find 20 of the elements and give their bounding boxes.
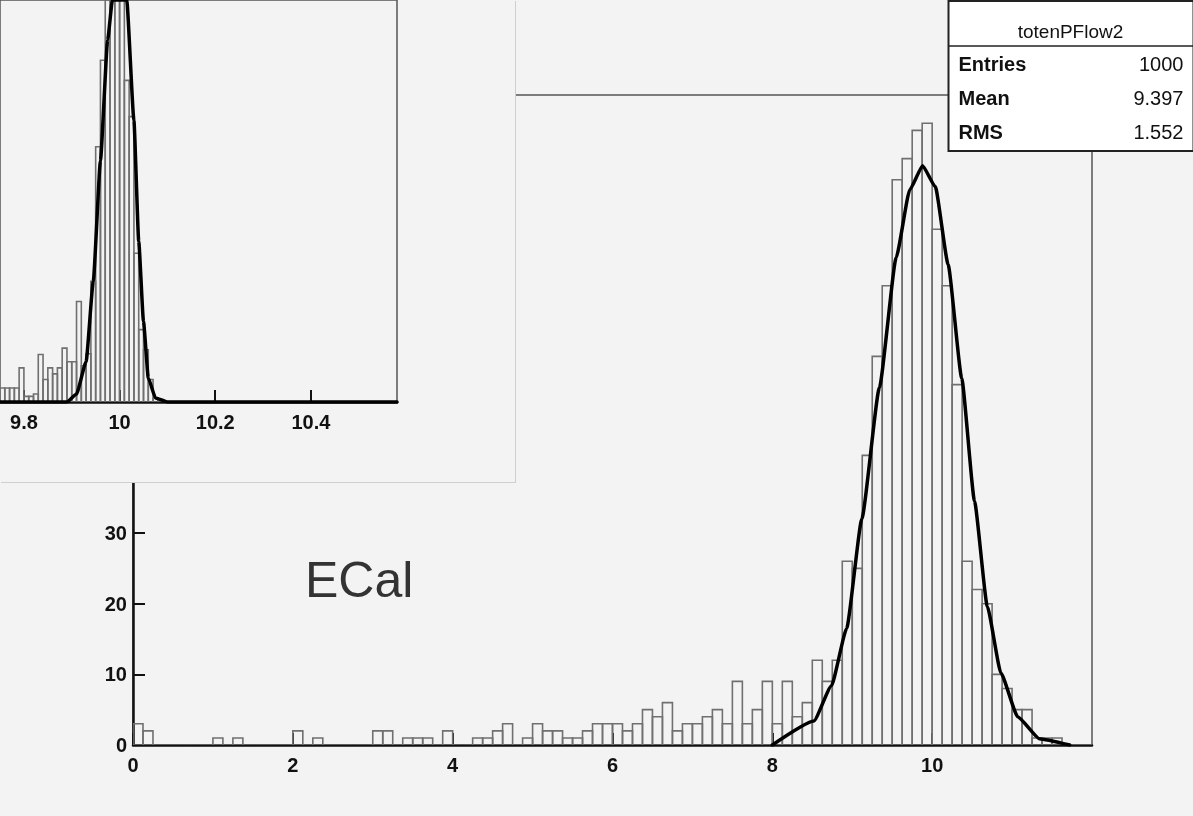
y-tick-label: 0 [115, 734, 127, 756]
text: Entries [958, 53, 1027, 75]
annotation: ECal [305, 552, 414, 608]
x-tick-label: 10 [921, 754, 944, 776]
text: totenPFlow2 [1017, 20, 1124, 42]
x-tick-label: 8 [766, 754, 778, 776]
x-tick-label: 4 [447, 754, 460, 776]
x-tick-label: 2 [287, 754, 299, 776]
text: 1.552 [1133, 121, 1184, 143]
y-tick-label: 10 [104, 663, 127, 686]
x-tick-label: 9.8 [10, 411, 38, 433]
text: 1000 [1139, 53, 1184, 75]
y-tick-label: 30 [104, 522, 127, 545]
annotation: Mean [958, 87, 1010, 109]
annotation: RMS [958, 121, 1003, 143]
y-tick-label: 20 [104, 592, 127, 615]
x-tick-label: 10.4 [291, 411, 332, 433]
x-tick-label: 10.2 [195, 411, 235, 433]
x-tick-label: 6 [606, 754, 619, 776]
text: 9.397 [1133, 87, 1184, 109]
